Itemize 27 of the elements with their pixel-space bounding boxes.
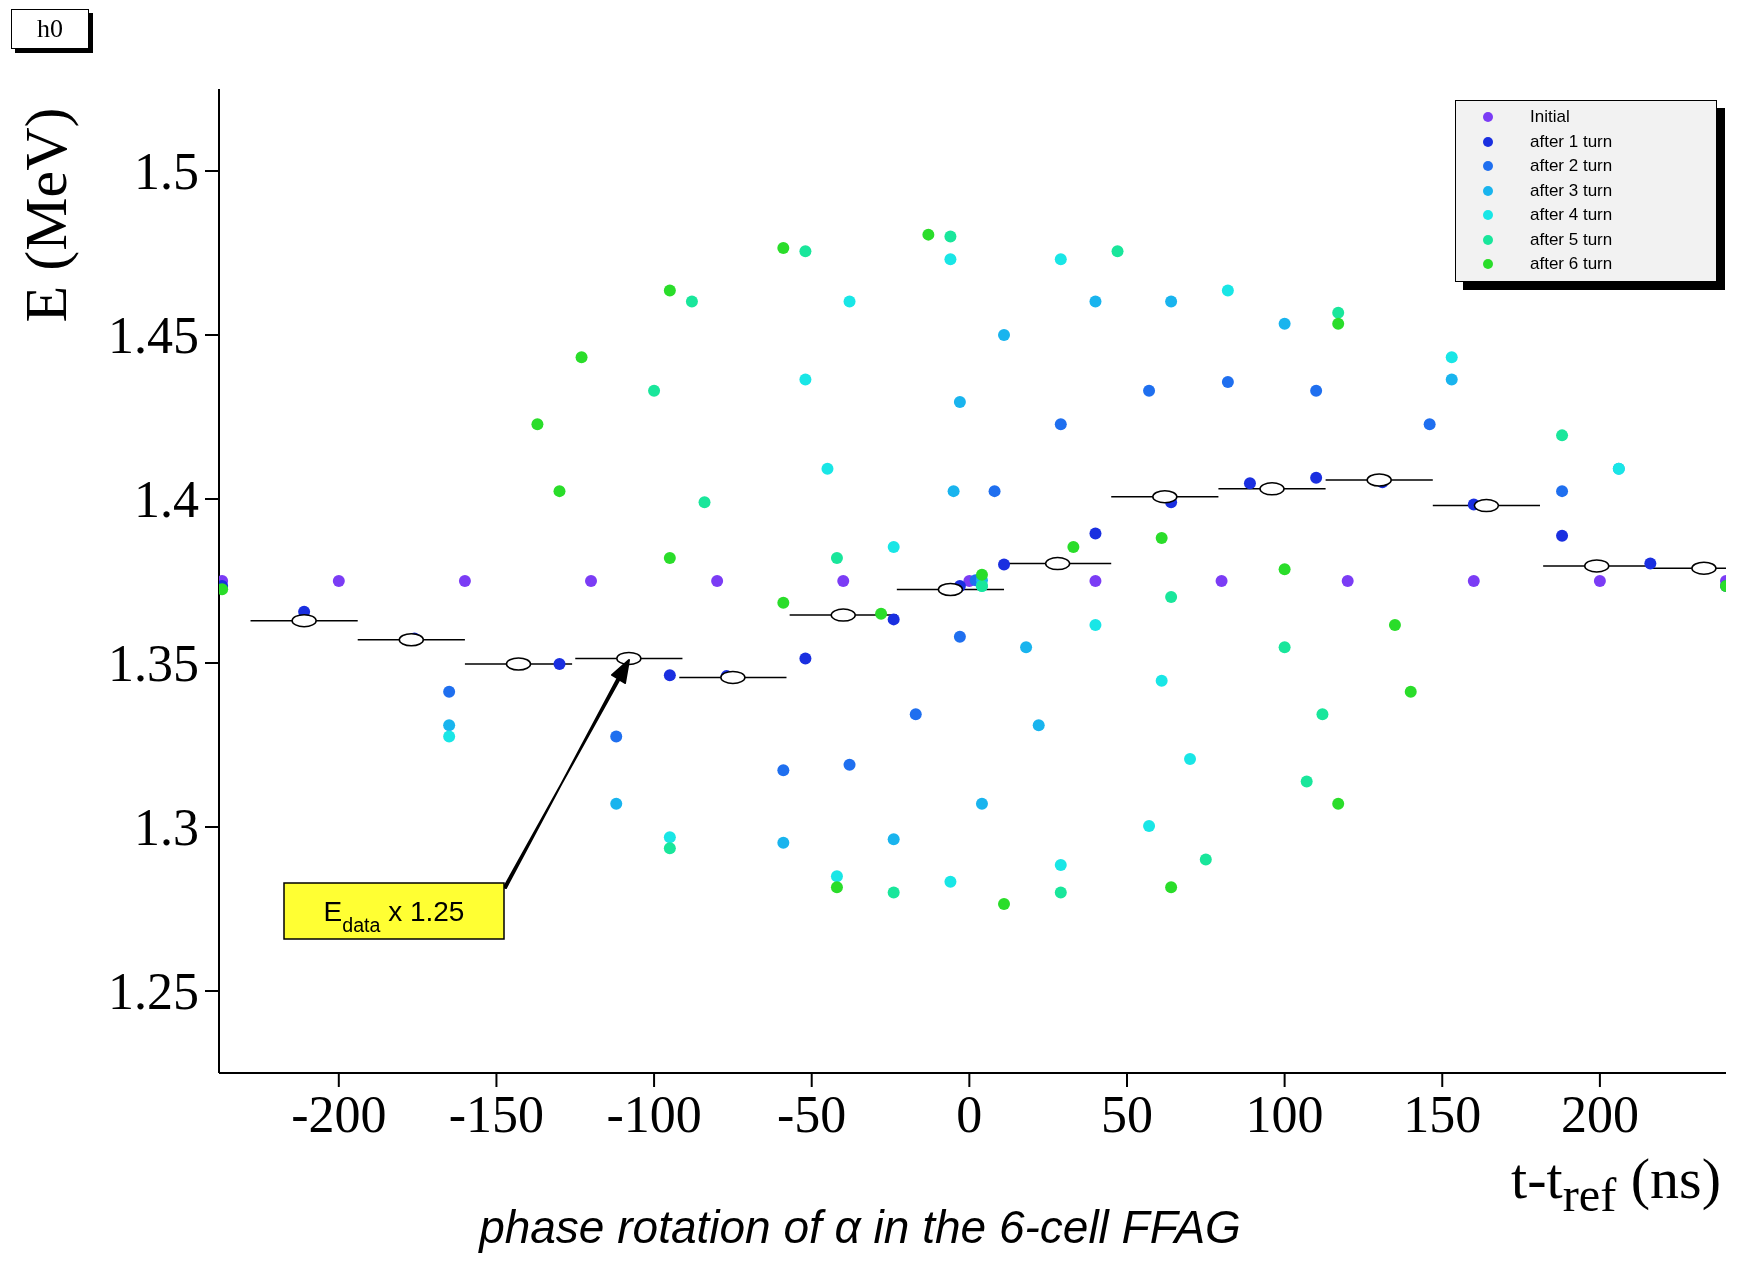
x-tick-label: -50	[777, 1085, 847, 1143]
y-tick-label: 1.5	[134, 143, 199, 201]
y-tick-label: 1.35	[108, 635, 199, 693]
x-tick-label: 0	[956, 1085, 983, 1143]
legend-label: after 2 turn	[1530, 155, 1613, 177]
x-tick-label: 100	[1245, 1085, 1324, 1143]
y-tick-label: 1.45	[108, 307, 199, 365]
x-axis-title: t-t$_{ref}$ (ns)	[1511, 1145, 1721, 1222]
text: phase rotation of α in the 6-cell FFAG	[479, 1201, 1241, 1253]
x-tick-label: 150	[1403, 1085, 1482, 1143]
legend-label: after 6 turn	[1530, 253, 1613, 275]
x-tick-label: 50	[1100, 1085, 1153, 1143]
legend-label: after 1 turn	[1530, 130, 1613, 153]
legend-label: after 4 turn	[1530, 204, 1613, 226]
x-tick-label: 200	[1560, 1085, 1639, 1143]
legend-label: Initial	[1530, 106, 1570, 128]
y-tick-label: 1.4	[134, 471, 199, 529]
y-axis-title: E (MeV)	[11, 107, 80, 323]
x-tick-label: -200	[291, 1085, 387, 1143]
chart-title: h0	[11, 9, 89, 49]
annotation: E$_{data}$ x 1.25	[323, 896, 465, 936]
y-tick-label: 1.3	[134, 799, 199, 857]
x-tick-label: -150	[448, 1085, 545, 1143]
legend-label: after 5 turn	[1530, 228, 1613, 251]
x-tick-label: -100	[606, 1085, 702, 1143]
legend-label: after 3 turn	[1530, 179, 1613, 202]
y-tick-label: 1.25	[108, 963, 199, 1021]
